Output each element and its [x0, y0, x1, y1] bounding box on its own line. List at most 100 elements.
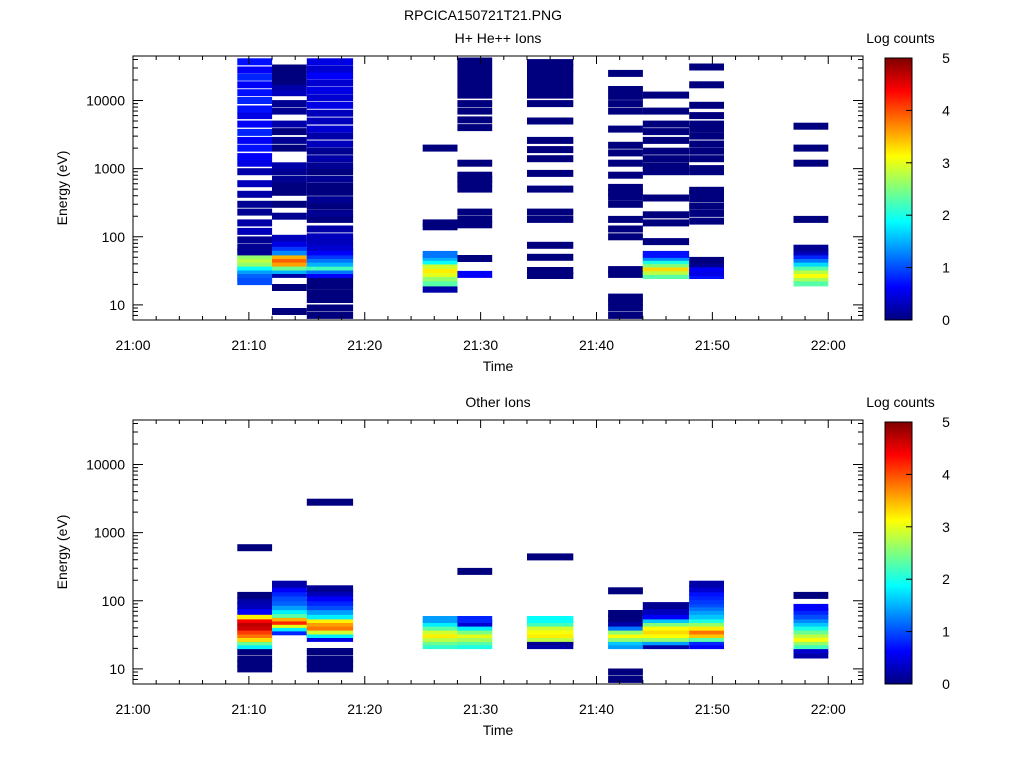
y-tick-label: 100 — [102, 229, 126, 245]
heatmap-cell — [306, 209, 354, 217]
heatmap-cell — [237, 623, 273, 631]
heatmap-cell — [306, 612, 354, 620]
y-axis-label: Energy (eV) — [54, 515, 70, 590]
colorbar — [884, 421, 913, 685]
heatmap-cell — [237, 112, 273, 120]
heatmap-cell — [422, 250, 458, 258]
heatmap-cell — [793, 248, 829, 256]
heatmap-cell — [642, 634, 690, 642]
heatmap-cell — [272, 243, 307, 251]
heatmap-cell — [642, 642, 690, 650]
heatmap-cell — [237, 655, 273, 663]
heatmap-cell — [306, 140, 354, 148]
heatmap-cell — [306, 304, 354, 312]
heatmap-cell — [306, 109, 354, 117]
heatmap-cell — [272, 168, 307, 176]
heatmap-cell — [237, 270, 273, 278]
heatmap-cell — [272, 239, 307, 247]
heatmap-cell — [237, 227, 273, 235]
y-tick-label: 10000 — [86, 457, 125, 473]
heatmap-cell — [306, 125, 354, 133]
heatmap-cell — [422, 616, 458, 623]
colorbar-tick-label: 2 — [942, 571, 950, 587]
heatmap-cell — [306, 619, 354, 627]
x-tick-label: 21:20 — [347, 701, 382, 717]
heatmap-cell — [793, 144, 829, 152]
heatmap-cell — [306, 616, 354, 623]
heatmap-cell — [608, 311, 643, 319]
heatmap-cell — [422, 634, 458, 642]
heatmap-cell — [642, 128, 690, 136]
heatmap-cell — [306, 215, 354, 223]
heatmap-cell — [689, 209, 724, 217]
heatmap-cell — [689, 627, 724, 635]
heatmap-cell — [237, 263, 273, 271]
heatmap-cell — [457, 208, 493, 216]
colorbar-tick-label: 3 — [942, 519, 950, 535]
heatmap-cell — [237, 642, 273, 650]
x-tick-label: 21:30 — [463, 701, 498, 717]
heatmap-cell — [793, 255, 829, 263]
heatmap-cell — [642, 267, 690, 275]
heatmap-cell — [608, 266, 643, 274]
heatmap-cell — [237, 648, 273, 655]
heatmap-cell — [237, 252, 273, 259]
heatmap-cell — [237, 144, 273, 152]
heatmap-cell — [306, 607, 354, 615]
heatmap-cell — [457, 634, 493, 642]
heatmap-cell — [272, 580, 307, 588]
heatmap-cell — [306, 263, 354, 271]
heatmap-cell — [306, 660, 354, 667]
heatmap-cell — [306, 79, 354, 87]
heatmap-cell — [689, 580, 724, 588]
heatmap-cell — [422, 269, 458, 277]
heatmap-cell — [608, 675, 643, 683]
heatmap-cell — [793, 651, 829, 659]
heatmap-cell — [642, 147, 690, 155]
x-tick-label: 21:10 — [231, 701, 266, 717]
heatmap-cell — [527, 627, 574, 635]
heatmap-cell — [689, 589, 724, 597]
heatmap-cell — [422, 144, 458, 152]
x-tick-label: 22:00 — [811, 337, 846, 353]
heatmap-cell — [608, 623, 643, 631]
heatmap-cell — [272, 144, 307, 152]
heatmap-cell — [527, 616, 574, 623]
heatmap-cell — [608, 233, 643, 241]
heatmap-cell — [793, 603, 829, 611]
heatmap-cell — [642, 272, 690, 279]
heatmap-cell — [272, 248, 307, 256]
heatmap-cell — [793, 612, 829, 620]
heatmap-cell — [642, 602, 690, 610]
heatmap-cell — [608, 610, 643, 617]
heatmap-cell — [237, 248, 273, 256]
heatmap-cell — [272, 83, 307, 91]
heatmap-cell — [306, 665, 354, 673]
heatmap-cell — [608, 270, 643, 278]
heatmap-cell — [689, 202, 724, 210]
heatmap-cell — [306, 585, 354, 593]
heatmap-cell — [272, 284, 307, 291]
heatmap-cell — [608, 86, 643, 93]
heatmap-cell — [689, 63, 724, 71]
colorbar — [884, 57, 913, 321]
heatmap-cell — [527, 642, 574, 650]
heatmap-cell — [793, 279, 829, 287]
heatmap-cell — [608, 188, 643, 196]
heatmap-cell — [237, 255, 273, 263]
heatmap-cell — [793, 627, 829, 635]
heatmap-cell — [272, 607, 307, 614]
heatmap-cell — [793, 252, 829, 259]
heatmap-cell — [689, 132, 724, 140]
y-tick-label: 10000 — [86, 93, 125, 109]
heatmap-cell — [306, 627, 354, 635]
panel-title: H+ He++ Ions — [455, 30, 542, 46]
heatmap-cell — [272, 628, 307, 636]
heatmap-cell — [306, 87, 354, 94]
heatmap-cell — [689, 125, 724, 133]
heatmap-cell — [306, 202, 354, 210]
y-tick-label: 1000 — [94, 161, 125, 177]
heatmap-cell — [237, 665, 273, 673]
x-tick-label: 21:10 — [231, 337, 266, 353]
